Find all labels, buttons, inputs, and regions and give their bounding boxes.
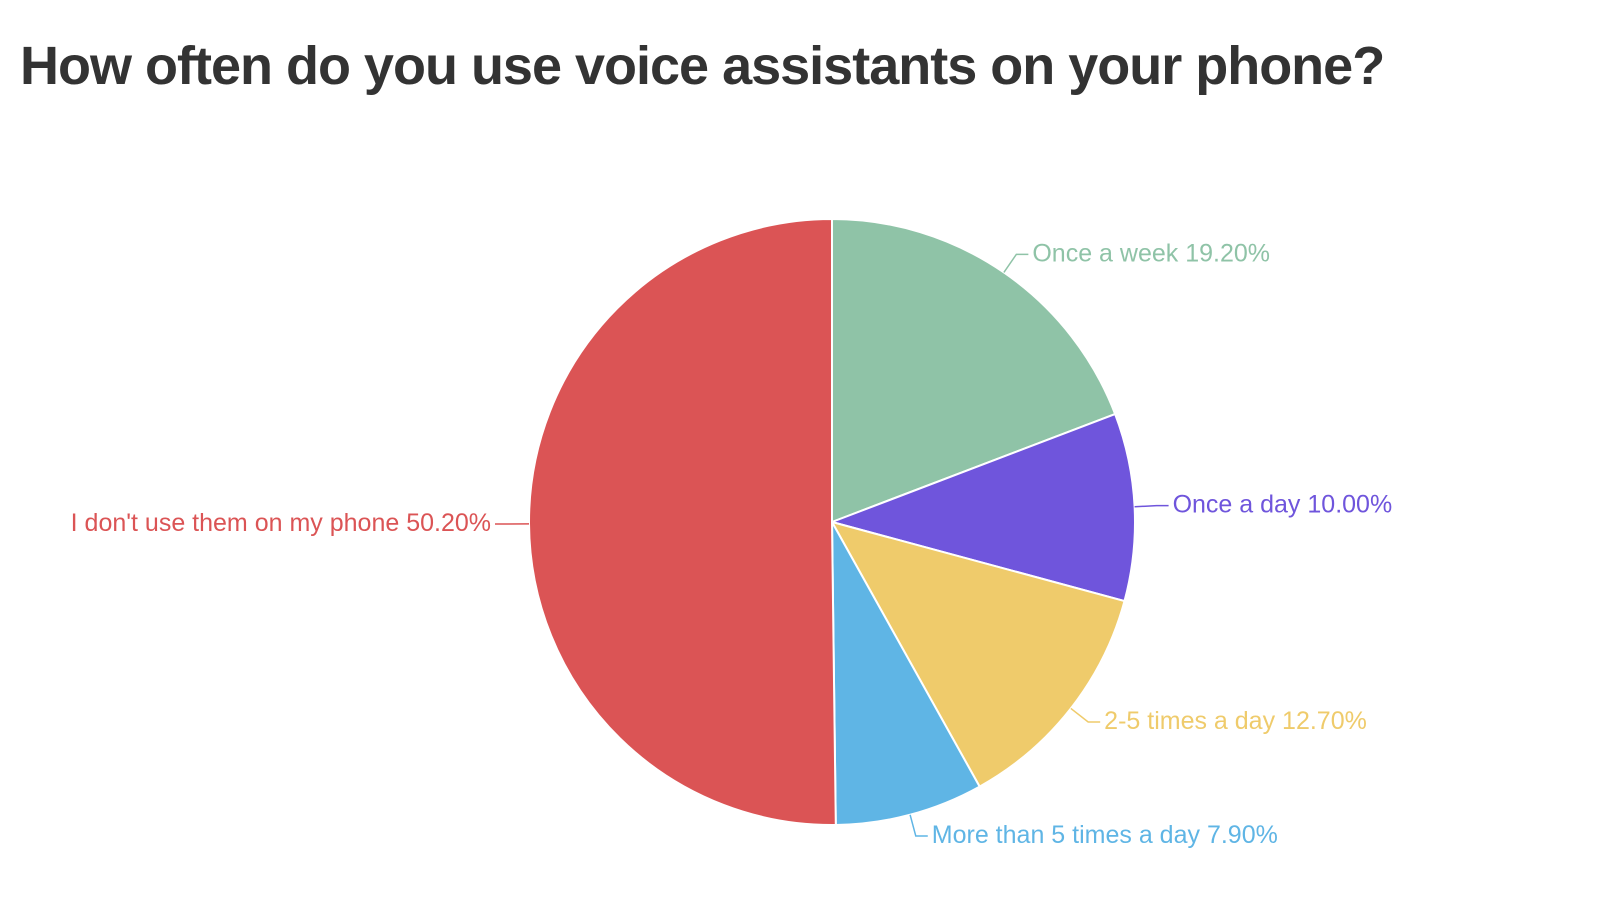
- slice-category: Once a day: [1173, 490, 1301, 518]
- slice-value: 50.20%: [406, 509, 491, 537]
- leader-line: [1134, 504, 1169, 508]
- slice-category: Once a week: [1032, 239, 1178, 267]
- slice-value: 19.20%: [1185, 239, 1270, 267]
- chart-title: How often do you use voice assistants on…: [20, 36, 1384, 96]
- slice-label: More than 5 times a day 7.90%: [932, 821, 1278, 849]
- slice-value: 7.90%: [1207, 821, 1278, 849]
- leader-line: [1003, 253, 1029, 273]
- slice-category: I don't use them on my phone: [71, 509, 400, 537]
- slice-category: More than 5 times a day: [932, 821, 1201, 849]
- pie-slice: [829, 520, 1126, 788]
- pie-slice: [527, 217, 837, 826]
- slice-label: Once a week 19.20%: [1032, 239, 1270, 267]
- slice-category: 2-5 times a day: [1104, 707, 1275, 735]
- slice-value: 12.70%: [1282, 707, 1367, 735]
- slice-label: I don't use them on my phone 50.20%: [71, 509, 491, 537]
- pie-slice: [831, 521, 981, 826]
- leader-line: [1070, 707, 1101, 723]
- pie-slice: [831, 217, 1117, 524]
- slice-label: 2-5 times a day 12.70%: [1104, 707, 1367, 735]
- slice-value: 10.00%: [1307, 490, 1392, 518]
- pie-slice: [828, 412, 1136, 603]
- leader-line: [909, 814, 928, 837]
- slice-label: Once a day 10.00%: [1173, 490, 1393, 518]
